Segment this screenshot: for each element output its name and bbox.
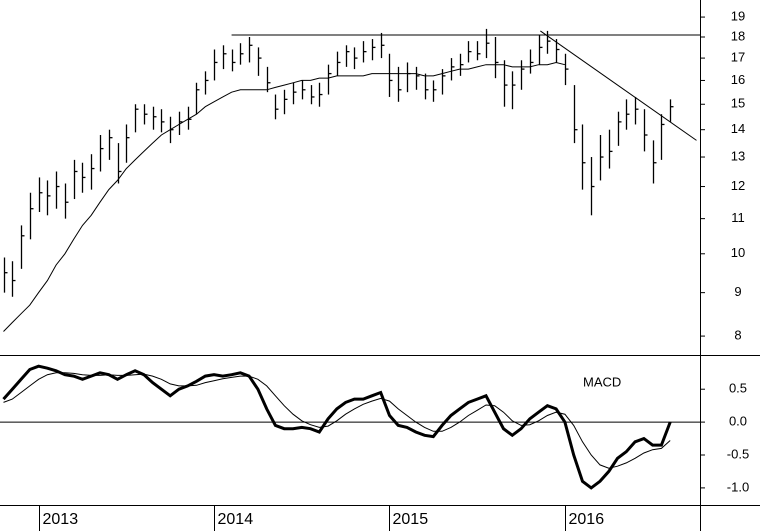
y-tick-label: 13	[731, 148, 745, 163]
macd-line	[2, 364, 672, 490]
moving-average	[3, 61, 566, 332]
y-tick-label: 15	[731, 96, 745, 111]
x-tick-label: 2014	[218, 511, 254, 528]
x-tick-label: 2015	[393, 511, 429, 528]
trendline	[540, 30, 697, 141]
y-tick-label: 10	[731, 245, 745, 260]
y-tick-label: 0.0	[729, 414, 747, 429]
y-tick-label: 0.5	[729, 381, 747, 396]
y-tick-label: 19	[731, 9, 745, 24]
y-tick-label: -1.0	[727, 479, 749, 494]
y-tick-label: 18	[731, 28, 745, 43]
y-tick-label: 14	[731, 121, 745, 136]
y-tick-label: 16	[731, 72, 745, 87]
y-tick-label: -0.5	[727, 446, 749, 461]
y-tick-label: 17	[731, 50, 745, 65]
x-tick-label: 2016	[569, 511, 605, 528]
y-tick-label: 9	[734, 284, 741, 299]
y-tick-label: 12	[731, 178, 745, 193]
x-tick-label: 2013	[43, 511, 79, 528]
panel-title: MACD	[583, 374, 621, 389]
y-tick-label: 8	[734, 328, 741, 343]
y-tick-label: 11	[731, 210, 745, 225]
